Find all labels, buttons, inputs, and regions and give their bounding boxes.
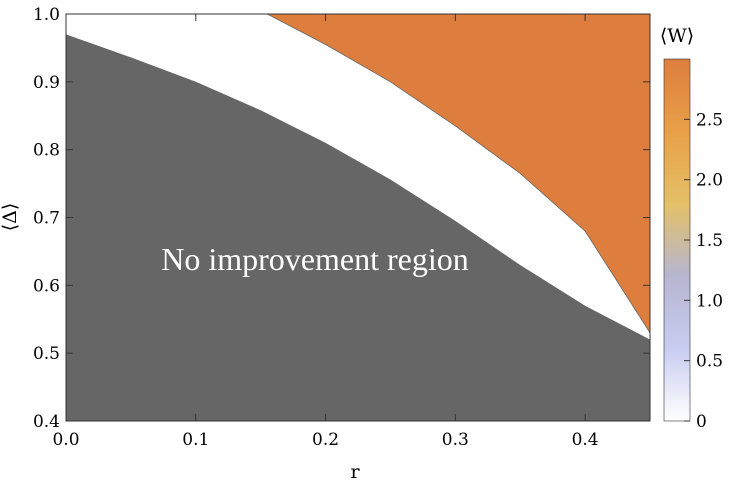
colorbar-tick-label: 2.5 [696,110,723,130]
y-tick-label: 0.8 [33,141,60,161]
colorbar-tick-label: 0.5 [696,352,723,372]
y-axis: 0.4 0.5 0.6 0.7 0.8 0.9 1.0 [33,5,650,432]
colorbar-tick-label: 1.0 [696,291,723,311]
region-label: No improvement region [161,241,468,277]
x-tick-label: 0.4 [572,430,599,450]
colorbar-ticks: 0 0.5 1.0 1.5 2.0 2.5 [684,110,723,432]
y-tick-label: 0.7 [33,209,60,229]
colorbar-title: ⟨W⟩ [660,25,694,47]
no-improvement-region [66,34,650,421]
y-tick-label: 0.4 [33,412,60,432]
y-tick-label: 0.6 [33,276,60,296]
y-axis-label: ⟨Δ⟩ [0,203,21,232]
x-axis: 0.0 0.1 0.2 0.3 0.4 [52,14,599,450]
colorbar-tick-label: 1.5 [696,231,723,251]
colorbar-tick-label: 0 [696,412,707,432]
plot-area [66,14,650,421]
x-tick-label: 0.2 [312,430,339,450]
y-tick-label: 0.9 [33,73,60,93]
y-tick-label: 0.5 [33,344,60,364]
x-axis-label: r [350,461,360,483]
x-tick-label: 0.3 [442,430,469,450]
x-tick-label: 0.0 [52,430,79,450]
colorbar-tick-label: 2.0 [696,171,723,191]
x-tick-label: 0.1 [182,430,209,450]
y-tick-label: 1.0 [33,5,60,25]
